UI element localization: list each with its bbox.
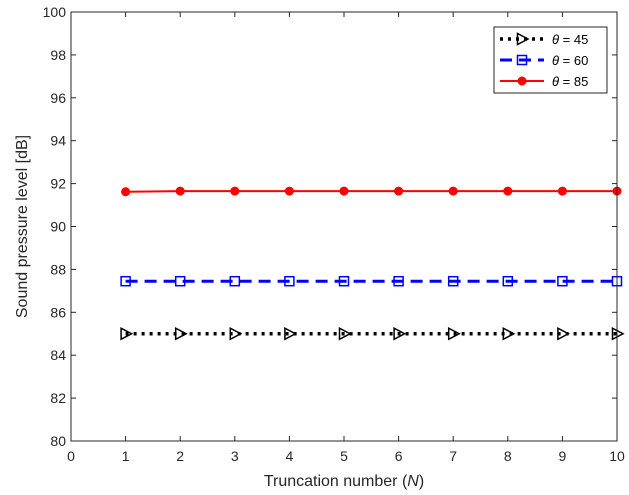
y-tick-label: 88 xyxy=(50,261,66,277)
x-tick-label: 7 xyxy=(449,448,457,464)
legend-label-symbol: θ xyxy=(552,53,559,68)
data-point xyxy=(447,275,459,287)
series-line xyxy=(125,190,617,193)
x-tick-label: 10 xyxy=(609,448,625,464)
x-axis-title: Truncation number (N) xyxy=(264,473,424,490)
data-point xyxy=(174,327,188,341)
legend-label-symbol: θ xyxy=(552,74,559,89)
data-point xyxy=(557,327,571,341)
series-0 xyxy=(120,327,625,341)
x-tick-label: 8 xyxy=(504,448,512,464)
y-tick-label: 98 xyxy=(50,47,66,63)
x-axis-title-close: ) xyxy=(419,473,424,490)
data-point xyxy=(338,275,350,287)
x-tick-label: 1 xyxy=(122,448,130,464)
y-tick-label: 96 xyxy=(50,90,66,106)
data-point xyxy=(502,327,516,341)
data-point xyxy=(284,186,294,196)
x-tick-label: 4 xyxy=(286,448,294,464)
data-point xyxy=(229,327,243,341)
data-point xyxy=(174,275,186,287)
legend-label-symbol: θ xyxy=(552,32,559,47)
y-tick-label: 94 xyxy=(50,133,66,149)
data-point xyxy=(339,186,349,196)
legend-label: θ = 60 xyxy=(552,53,588,68)
data-point xyxy=(503,186,513,196)
tick-labels: 0 1 2 3 4 5 6 7 8 9 10 80 82 84 86 88 90 92 94 96 98 100 xyxy=(43,4,625,464)
y-tick-label: 80 xyxy=(50,433,66,449)
data-point xyxy=(447,327,461,341)
y-tick-label: 84 xyxy=(50,347,66,363)
y-tick-label: 90 xyxy=(50,219,66,235)
data-point xyxy=(175,186,185,196)
data-point xyxy=(611,327,625,341)
x-tick-label: 5 xyxy=(340,448,348,464)
x-tick-label: 0 xyxy=(67,448,75,464)
data-point xyxy=(448,186,458,196)
data-point xyxy=(557,275,568,287)
legend-marker xyxy=(516,32,530,46)
data-point xyxy=(338,327,352,341)
legend-label-value: = 85 xyxy=(559,74,588,89)
data-point xyxy=(393,327,407,341)
legend: θ = 45θ = 60θ = 85 xyxy=(493,26,608,94)
y-tick-label: 82 xyxy=(50,390,66,406)
data-point xyxy=(502,275,514,287)
legend-item: θ = 85 xyxy=(500,74,588,89)
x-tick-label: 6 xyxy=(395,448,403,464)
data-point xyxy=(230,186,240,196)
legend-label-value: = 45 xyxy=(559,32,588,47)
series-layer xyxy=(120,186,625,341)
legend-marker xyxy=(516,54,528,66)
data-point xyxy=(394,186,404,196)
data-point xyxy=(284,327,298,341)
data-point xyxy=(120,327,134,341)
series-1 xyxy=(120,275,623,287)
data-point xyxy=(229,275,241,287)
data-point xyxy=(120,275,131,287)
x-tick-label: 9 xyxy=(559,448,567,464)
x-tick-label: 3 xyxy=(231,448,239,464)
y-tick-label: 100 xyxy=(43,4,67,20)
x-tick-label: 2 xyxy=(176,448,184,464)
x-axis-title-variable: N xyxy=(407,473,419,490)
data-point xyxy=(284,275,295,287)
y-axis-title: Sound pressure level [dB] xyxy=(14,135,31,318)
legend-marker xyxy=(517,76,527,86)
legend-label: θ = 45 xyxy=(552,32,588,47)
x-axis-title-text: Truncation number ( xyxy=(264,473,408,490)
axes xyxy=(70,11,618,442)
data-point xyxy=(121,187,131,197)
legend-label-value: = 60 xyxy=(559,53,588,68)
data-point xyxy=(557,186,567,196)
legend-item: θ = 45 xyxy=(500,32,588,47)
series-2 xyxy=(121,186,622,197)
legend-item: θ = 60 xyxy=(500,53,588,68)
y-tick-label: 92 xyxy=(50,176,66,192)
data-point xyxy=(393,275,404,287)
legend-label: θ = 85 xyxy=(552,74,588,89)
y-tick-label: 86 xyxy=(50,304,66,320)
